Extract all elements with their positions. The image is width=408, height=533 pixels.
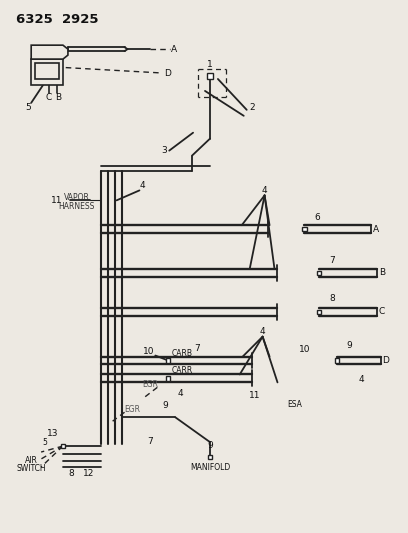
Text: AIR: AIR (25, 456, 38, 465)
Text: A: A (171, 45, 177, 54)
Text: 4: 4 (262, 186, 267, 195)
Text: 6325  2925: 6325 2925 (16, 13, 99, 26)
Bar (335, 358, 339, 363)
Text: 4: 4 (358, 375, 364, 384)
Bar (207, 73, 213, 79)
Text: 3: 3 (162, 146, 167, 155)
Text: SWITCH: SWITCH (16, 464, 46, 473)
Text: EGR: EGR (142, 380, 158, 389)
Text: D: D (382, 356, 389, 365)
Text: CARB: CARB (172, 349, 193, 358)
Polygon shape (31, 45, 68, 59)
Text: ESA: ESA (287, 400, 302, 409)
Text: B: B (55, 93, 61, 102)
Text: 8: 8 (68, 470, 74, 479)
Text: A: A (373, 225, 379, 233)
Text: HARNESS: HARNESS (59, 202, 95, 211)
Text: 7: 7 (194, 344, 200, 353)
Text: 7: 7 (329, 255, 335, 264)
Polygon shape (31, 59, 63, 85)
Text: 10: 10 (299, 345, 310, 354)
Text: C: C (46, 93, 52, 102)
Text: 5: 5 (43, 438, 47, 447)
Text: 9: 9 (346, 341, 352, 350)
Bar (208, 455, 212, 459)
Text: 10: 10 (143, 347, 154, 356)
Text: 7: 7 (148, 437, 153, 446)
Text: 1: 1 (207, 60, 213, 69)
Text: 4: 4 (177, 389, 183, 398)
Bar (317, 310, 322, 314)
Text: 11: 11 (51, 196, 63, 205)
Text: D: D (164, 69, 171, 77)
Text: 4: 4 (140, 181, 145, 190)
Text: 12: 12 (83, 470, 95, 479)
Text: 6: 6 (314, 213, 320, 222)
Bar (166, 376, 171, 381)
Text: CARR: CARR (171, 366, 193, 375)
Text: B: B (379, 269, 385, 278)
Text: VAPOR: VAPOR (64, 193, 90, 202)
Text: 9: 9 (162, 401, 168, 410)
Text: C: C (379, 307, 385, 316)
Polygon shape (35, 63, 59, 79)
Text: 4: 4 (260, 327, 266, 336)
Text: 8: 8 (329, 294, 335, 303)
Bar (61, 444, 65, 448)
Text: MANIFOLD: MANIFOLD (190, 464, 230, 472)
Text: 13: 13 (47, 429, 59, 438)
Text: 11: 11 (249, 391, 260, 400)
Bar (317, 271, 322, 275)
Bar (166, 358, 171, 363)
Text: 9: 9 (207, 441, 213, 449)
Text: 2: 2 (249, 103, 255, 112)
Text: 5: 5 (25, 103, 31, 112)
Text: EGR: EGR (124, 405, 140, 414)
Bar (302, 227, 306, 231)
